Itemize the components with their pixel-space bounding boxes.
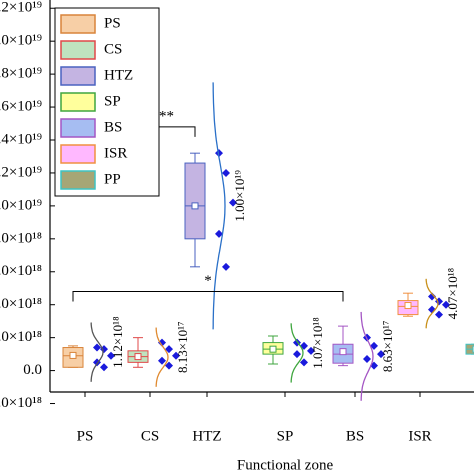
legend-swatch [60, 92, 96, 112]
point [100, 363, 108, 372]
normal-curve [90, 322, 104, 382]
legend-swatch [60, 14, 96, 34]
legend-label: BS [104, 119, 122, 135]
mean [269, 345, 277, 353]
box-group: 8.63×10¹⁷ [332, 311, 395, 401]
legend-label: ISR [104, 145, 127, 161]
point [300, 358, 308, 367]
legend-swatch [60, 170, 96, 190]
y-tick-label: 6.0×10¹⁸ [0, 263, 42, 279]
mean [191, 202, 199, 210]
point [222, 262, 230, 271]
box-group: 1.12×10¹⁸ [62, 316, 125, 382]
legend: PS CS HTZ SP BS ISR PP [54, 7, 160, 197]
point [215, 149, 223, 158]
box-group: 1.07×10¹⁸ [262, 317, 325, 383]
box-group [465, 343, 474, 355]
normal-curve [290, 323, 304, 383]
significance-label: ** [159, 108, 174, 124]
y-tick-label: 2.2×10¹⁹ [0, 0, 42, 16]
x-tick-label: ISR [408, 428, 431, 444]
legend-label: PP [104, 171, 121, 187]
point [370, 341, 378, 350]
mean [339, 348, 347, 356]
y-tick-label: 8.0×10¹⁸ [0, 230, 42, 246]
significance-bracket [72, 291, 344, 302]
point [107, 351, 115, 360]
point [307, 346, 315, 355]
point [93, 343, 101, 352]
legend-label: PS [104, 15, 121, 31]
mean [404, 302, 412, 310]
annotation: 1.07×10¹⁸ [310, 317, 325, 369]
legend-swatch [60, 40, 96, 60]
point [222, 168, 230, 177]
y-tick-label: 1.2×10¹⁹ [0, 164, 42, 180]
point [172, 351, 180, 360]
box-group: 4.07×10¹⁸ [397, 267, 460, 329]
point [377, 350, 385, 359]
normal-curve [155, 327, 169, 387]
point [158, 356, 166, 365]
annotation: 8.63×10¹⁷ [380, 321, 395, 373]
point [428, 292, 436, 301]
x-tick-label: HTZ [192, 428, 221, 444]
y-tick-label: 2.0×10¹⁹ [0, 33, 42, 49]
legend-label: HTZ [104, 67, 133, 83]
y-tick-label: -2.0×10¹⁸ [0, 395, 42, 411]
annotation: 8.13×10¹⁷ [175, 321, 190, 373]
point [165, 361, 173, 370]
mean [134, 353, 142, 361]
x-axis-label: Functional zone [237, 457, 334, 473]
mean [69, 351, 77, 359]
point [165, 345, 173, 354]
legend-label: SP [104, 93, 121, 109]
point [215, 229, 223, 238]
x-tick-label: BS [346, 428, 364, 444]
x-tick-label: CS [141, 428, 159, 444]
normal-curve [360, 311, 374, 401]
box-group: 8.13×10¹⁷ [127, 321, 190, 387]
y-tick-label: 2.0×10¹⁸ [0, 329, 42, 345]
box-group: 1.00×10¹⁹ [184, 82, 247, 330]
y-tick-label: 0.0 [23, 362, 42, 378]
annotation: 1.00×10¹⁹ [232, 170, 247, 222]
point [158, 338, 166, 347]
point [363, 355, 371, 364]
point [435, 310, 443, 319]
legend-swatch [60, 144, 96, 164]
significance-label: * [204, 273, 212, 289]
y-tick-label: 4.0×10¹⁸ [0, 296, 42, 312]
point [300, 341, 308, 350]
normal-curve [425, 278, 439, 329]
y-tick-label: 1.6×10¹⁹ [0, 98, 42, 114]
x-tick-label: SP [277, 428, 294, 444]
y-tick-label: 1.4×10¹⁹ [0, 131, 42, 147]
annotation: 1.12×10¹⁸ [110, 316, 125, 368]
point [442, 300, 450, 309]
legend-swatch [60, 118, 96, 138]
legend-label: CS [104, 41, 122, 57]
point [293, 350, 301, 359]
normal-curve [212, 82, 226, 330]
x-tick-label: PS [77, 428, 94, 444]
y-tick-label: 1.0×10¹⁹ [0, 197, 42, 213]
annotation: 4.07×10¹⁸ [445, 267, 460, 319]
y-tick-label: 1.8×10¹⁹ [0, 66, 42, 82]
point [229, 198, 237, 207]
legend-swatch [60, 66, 96, 86]
box [184, 162, 206, 240]
